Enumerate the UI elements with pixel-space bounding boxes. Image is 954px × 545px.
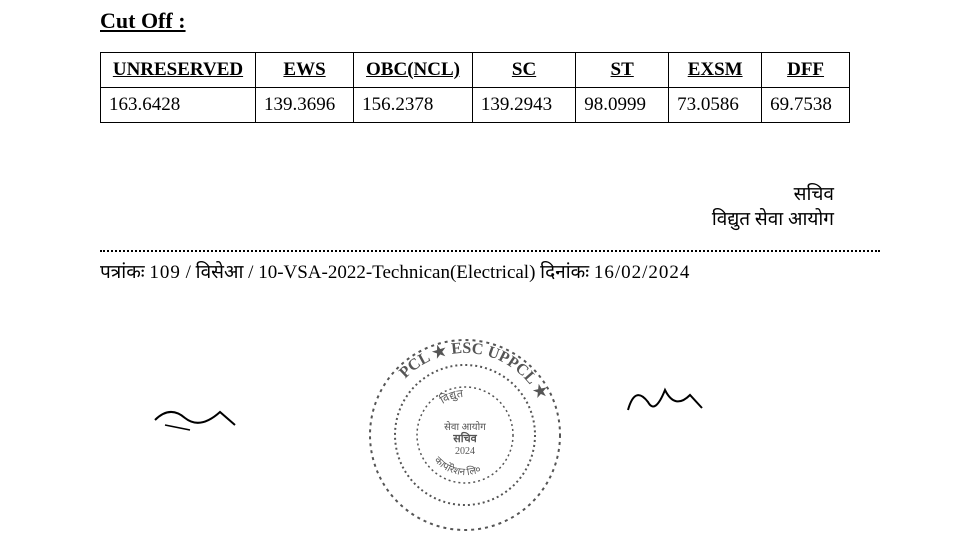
stamp-inner-bottom: कार्पोरेशन लि० <box>432 455 483 478</box>
table-data-row: 163.6428 139.3696 156.2378 139.2943 98.0… <box>101 88 850 123</box>
col-header: EXSM <box>669 53 762 88</box>
cell: 69.7538 <box>762 88 850 123</box>
cutoff-table: UNRESERVED EWS OBC(NCL) SC ST EXSM DFF 1… <box>100 52 850 123</box>
stamp-inner-mid2: सचिव <box>452 431 477 445</box>
svg-text:कार्पोरेशन लि०: कार्पोरेशन लि० <box>432 455 483 478</box>
stamp-inner-year: 2024 <box>455 446 475 457</box>
document-page: Cut Off : UNRESERVED EWS OBC(NCL) SC ST … <box>0 0 954 508</box>
cell: 139.2943 <box>472 88 575 123</box>
signature-left <box>150 400 240 440</box>
ref-prefix: पत्रांकः <box>100 262 149 283</box>
stamp-inner-top: विद्युत <box>438 388 465 407</box>
ref-mid: / विसेआ / 10-VSA-2022-Technican(Electric… <box>186 262 594 283</box>
dotted-rule <box>100 250 880 252</box>
section-title: Cut Off : <box>100 8 894 34</box>
cell: 139.3696 <box>255 88 353 123</box>
cell: 98.0999 <box>576 88 669 123</box>
col-header: SC <box>472 53 575 88</box>
signatory-org: विद्युत सेवा आयोग <box>100 208 834 233</box>
svg-text:PCL ★ ESC UPPCL ★: PCL ★ ESC UPPCL ★ <box>396 340 551 403</box>
col-header: ST <box>576 53 669 88</box>
col-header: EWS <box>255 53 353 88</box>
svg-text:विद्युत: विद्युत <box>438 388 465 407</box>
office-stamp: PCL ★ ESC UPPCL ★ विद्युत सेवा आयोग सचिव… <box>360 330 570 540</box>
col-header: OBC(NCL) <box>354 53 473 88</box>
reference-line: पत्रांकः 109 / विसेआ / 10-VSA-2022-Techn… <box>100 258 894 284</box>
table-header-row: UNRESERVED EWS OBC(NCL) SC ST EXSM DFF <box>101 53 850 88</box>
signatory-title: सचिव <box>100 183 834 208</box>
stamp-inner-mid1: सेवा आयोग <box>444 421 486 433</box>
stamp-outer-text: PCL ★ ESC UPPCL ★ <box>396 340 551 403</box>
cell: 156.2378 <box>354 88 473 123</box>
ref-date: 16/02/2024 <box>594 262 691 283</box>
cell: 73.0586 <box>669 88 762 123</box>
cell: 163.6428 <box>101 88 256 123</box>
signatory-block: सचिव विद्युत सेवा आयोग <box>100 183 894 232</box>
col-header: DFF <box>762 53 850 88</box>
ref-number: 109 <box>149 262 181 283</box>
signature-right <box>620 380 710 420</box>
col-header: UNRESERVED <box>101 53 256 88</box>
